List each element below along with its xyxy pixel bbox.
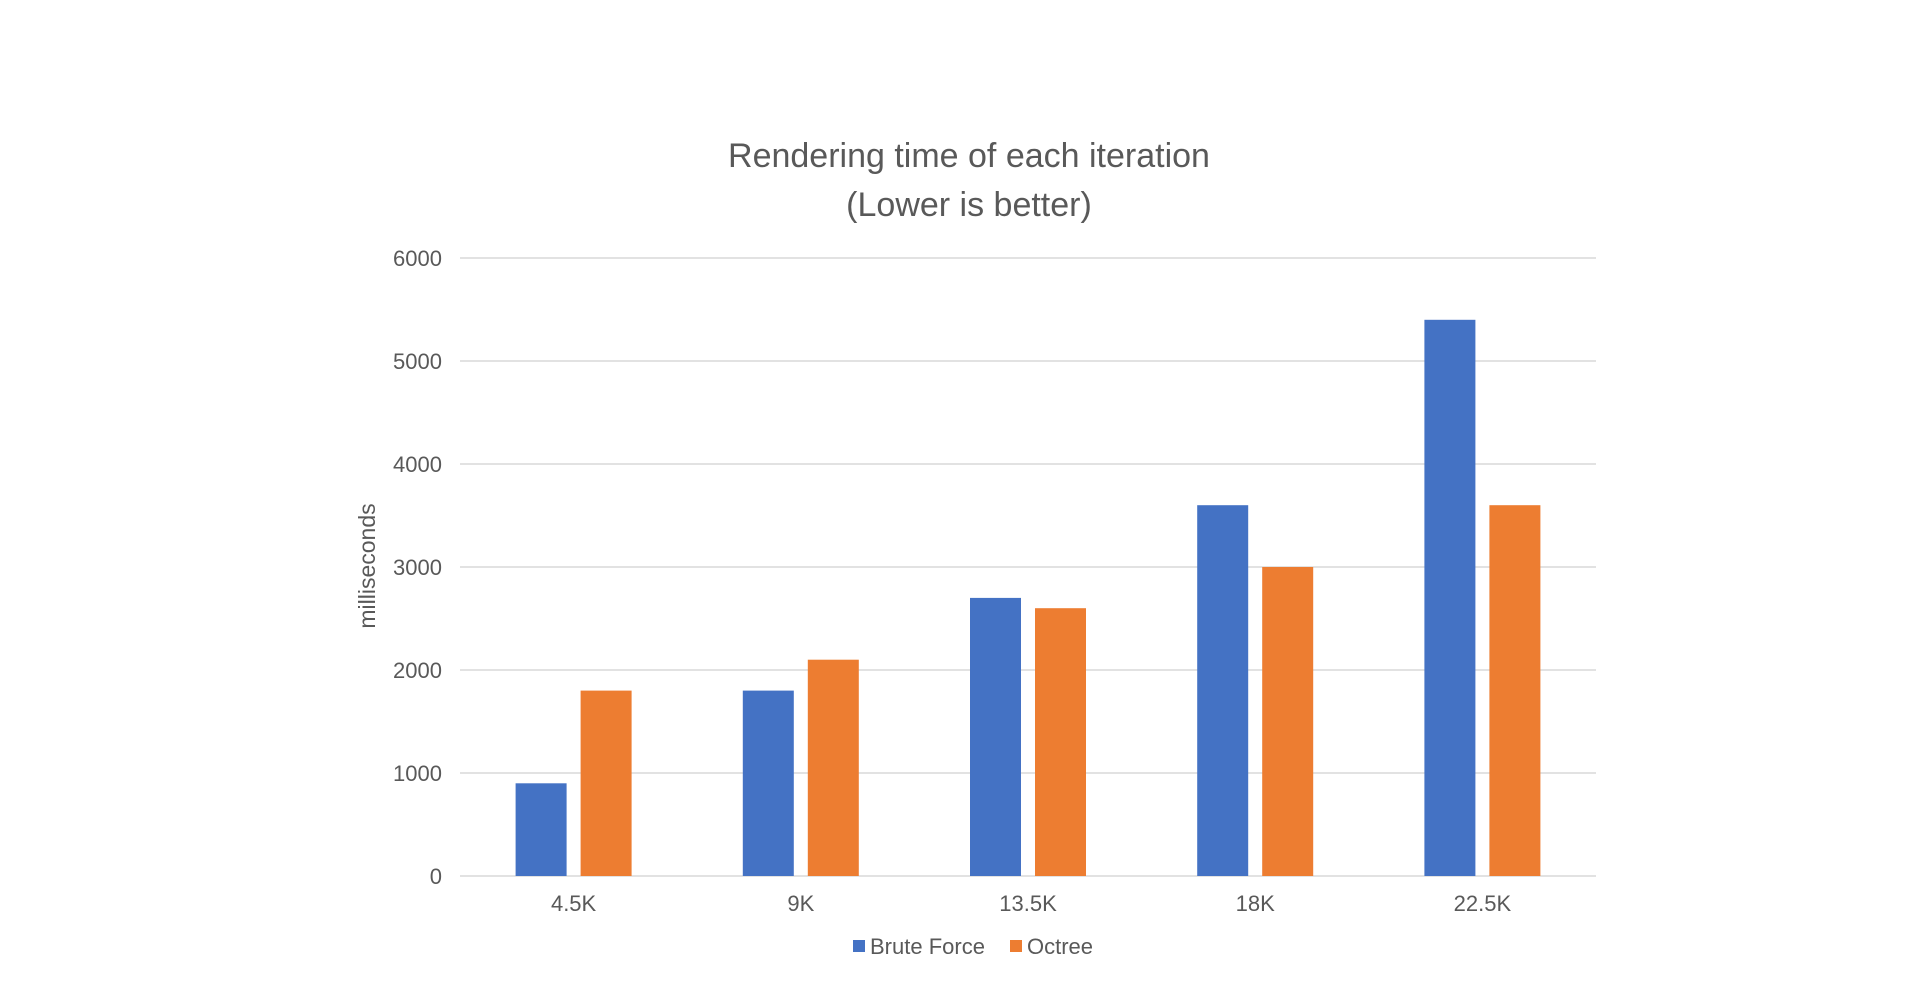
x-tick-label: 13.5K <box>999 891 1057 916</box>
y-axis-title: milliseconds <box>354 503 380 628</box>
bar-octree-18k <box>1262 567 1314 876</box>
bar-brute-force-22-5k <box>1424 319 1476 876</box>
x-tick-label: 9K <box>787 891 814 916</box>
y-tick-label: 1000 <box>393 761 442 786</box>
bar-brute-force-4-5k <box>515 783 567 876</box>
bars <box>515 319 1541 876</box>
legend-swatch-octree <box>1010 940 1022 952</box>
y-axis-ticks: 0 1000 2000 3000 4000 5000 6000 <box>393 246 442 889</box>
x-tick-label: 22.5K <box>1454 891 1512 916</box>
y-tick-label: 5000 <box>393 349 442 374</box>
x-axis-ticks: 4.5K 9K 13.5K 18K 22.5K <box>551 891 1512 916</box>
bar-brute-force-9k <box>742 690 794 876</box>
y-tick-label: 2000 <box>393 658 442 683</box>
bar-octree-22-5k <box>1489 505 1541 876</box>
y-tick-label: 4000 <box>393 452 442 477</box>
x-tick-label: 4.5K <box>551 891 597 916</box>
y-tick-label: 0 <box>430 864 442 889</box>
legend: Brute Force Octree <box>853 934 1093 959</box>
bar-brute-force-18k <box>1197 505 1249 876</box>
y-tick-label: 3000 <box>393 555 442 580</box>
chart-title: Rendering time of each iteration <box>728 137 1210 175</box>
bar-octree-9k <box>807 659 859 876</box>
y-tick-label: 6000 <box>393 246 442 271</box>
legend-label-octree: Octree <box>1027 934 1093 959</box>
bar-octree-4-5k <box>580 690 632 876</box>
x-tick-label: 18K <box>1236 891 1275 916</box>
legend-label-brute-force: Brute Force <box>870 934 985 959</box>
legend-swatch-brute-force <box>853 940 865 952</box>
chart-subtitle: (Lower is better) <box>846 186 1092 224</box>
gridlines <box>460 257 1596 877</box>
bar-octree-13-5k <box>1035 608 1086 876</box>
bar-brute-force-13-5k <box>970 597 1021 876</box>
